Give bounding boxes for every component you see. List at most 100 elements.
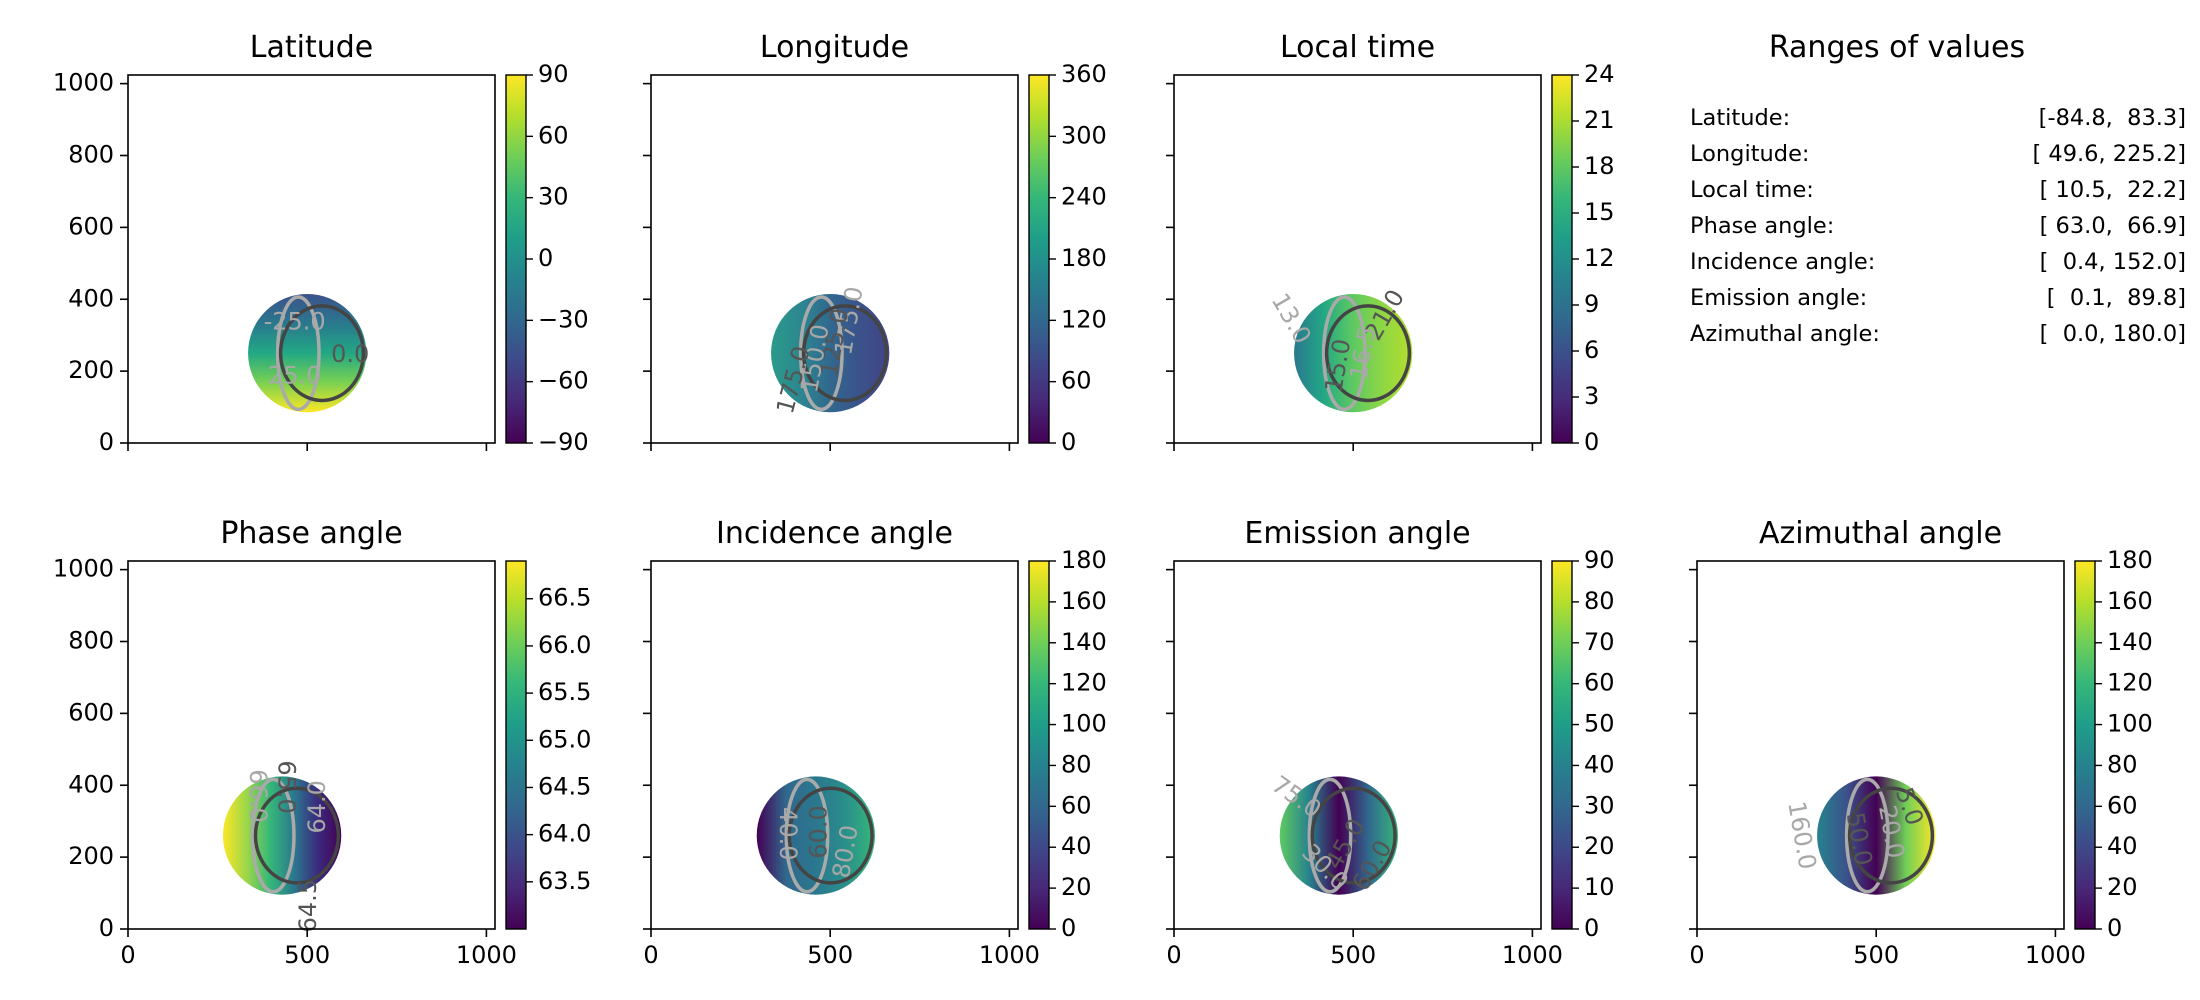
colorbar-tick-label: 90	[538, 60, 569, 88]
colorbar-tick-label: 70	[1584, 628, 1615, 656]
colorbar-tick-label: 0	[1584, 914, 1599, 942]
x-tick-label: 0	[643, 941, 658, 969]
contour-line	[1307, 777, 1353, 894]
subplot-title: Longitude	[760, 30, 909, 65]
axes-frame	[127, 74, 496, 444]
subplot-title: Emission angle	[1244, 516, 1470, 551]
contour-line	[801, 304, 889, 403]
contour-line	[250, 777, 296, 894]
y-tick-label: 0	[99, 428, 114, 456]
colorbar	[505, 74, 527, 444]
colorbar-tick-label: 80	[1061, 750, 1092, 778]
contour-label: 25.0	[268, 362, 321, 390]
colorbar-tick-label: 66.0	[538, 631, 591, 659]
range-label: Azimuthal angle:	[1690, 321, 1880, 347]
axes-frame	[1696, 560, 2065, 930]
colorbar-tick-label: 10	[1584, 873, 1615, 901]
colorbar-tick-label: 30	[538, 183, 569, 211]
x-tick-label: 1000	[1502, 941, 1563, 969]
subplot-title: Azimuthal angle	[1759, 516, 2002, 551]
range-label: Local time:	[1690, 177, 1814, 203]
colorbar-tick-label: 6	[1584, 336, 1599, 364]
range-value: [ 0.4, 152.0]	[2040, 249, 2186, 275]
contour-line	[1324, 304, 1412, 403]
colorbar-tick-label: 9	[1584, 290, 1599, 318]
planet-disk	[248, 294, 367, 413]
contour-label: -25.0	[264, 308, 326, 336]
contour-label: 160.0	[1782, 799, 1822, 872]
y-tick-label: 600	[68, 212, 114, 240]
range-value: [ 10.5, 22.2]	[2040, 177, 2186, 203]
x-tick-label: 0	[120, 941, 135, 969]
colorbar-tick-label: 120	[2107, 669, 2153, 697]
colorbar-tick-label: 40	[1584, 750, 1615, 778]
colorbar-tick-label: 65.5	[538, 678, 591, 706]
planet-disk	[756, 776, 875, 895]
y-tick-label: 800	[68, 141, 114, 169]
colorbar-tick-label: 40	[1061, 832, 1092, 860]
colorbar-tick-label: 12	[1584, 244, 1615, 272]
y-tick-label: 800	[68, 627, 114, 655]
colorbar-tick-label: −90	[538, 428, 589, 456]
colorbar-tick-label: 180	[1061, 546, 1107, 574]
colorbar-tick-label: 3	[1584, 382, 1599, 410]
contour-label: 60.0	[804, 805, 832, 858]
colorbar-tick-label: 18	[1584, 152, 1615, 180]
y-tick-label: 1000	[53, 555, 114, 583]
axes-frame	[1173, 74, 1542, 444]
colorbar	[505, 560, 527, 930]
colorbar-tick-label: −60	[538, 367, 589, 395]
planet-disk	[222, 776, 342, 895]
colorbar	[2074, 560, 2096, 930]
colorbar-tick-label: 360	[1061, 60, 1107, 88]
range-value: [ 63.0, 66.9]	[2040, 213, 2186, 239]
colorbar-tick-label: 40	[2107, 832, 2138, 860]
colorbar-tick-label: 60	[1061, 791, 1092, 819]
colorbar-tick-label: 160	[2107, 587, 2153, 615]
range-label: Incidence angle:	[1690, 249, 1875, 275]
contour-line	[1321, 295, 1367, 412]
x-tick-label: 500	[1853, 941, 1899, 969]
colorbar-tick-label: 60	[2107, 791, 2138, 819]
colorbar	[1028, 74, 1050, 444]
axes-frame	[127, 560, 496, 930]
colorbar-tick-label: 140	[1061, 628, 1107, 656]
x-tick-label: 0	[1689, 941, 1704, 969]
subplot-title: Latitude	[250, 30, 373, 65]
x-tick-label: 1000	[979, 941, 1040, 969]
colorbar-tick-label: 60	[1584, 669, 1615, 697]
colorbar-tick-label: 64.0	[538, 820, 591, 848]
colorbar-tick-label: 30	[1584, 791, 1615, 819]
colorbar-tick-label: 180	[1061, 244, 1107, 272]
colorbar-tick-label: 180	[2107, 546, 2153, 574]
y-tick-label: 1000	[53, 69, 114, 97]
colorbar-tick-label: 20	[1584, 832, 1615, 860]
colorbar-tick-label: 80	[1584, 587, 1615, 615]
planet-disk	[1294, 294, 1413, 413]
contour-label: 64.5	[294, 879, 322, 932]
range-label: Emission angle:	[1690, 285, 1867, 311]
x-tick-label: 500	[1330, 941, 1376, 969]
x-tick-label: 500	[807, 941, 853, 969]
planet-disk	[771, 294, 890, 413]
contour-line	[278, 304, 366, 403]
subplot-title: Incidence angle	[716, 516, 953, 551]
contour-label: 40.0	[774, 807, 802, 860]
colorbar-tick-label: 66.5	[538, 584, 591, 612]
y-tick-label: 600	[68, 698, 114, 726]
contour-label: 65.0	[273, 760, 301, 813]
subplot-title: Ranges of values	[1769, 30, 2025, 65]
y-tick-label: 400	[68, 284, 114, 312]
colorbar-tick-label: 63.5	[538, 867, 591, 895]
contour-line	[787, 786, 874, 885]
planet-disk	[1817, 776, 1936, 895]
colorbar-tick-label: 24	[1584, 60, 1615, 88]
x-tick-label: 1000	[2025, 941, 2086, 969]
y-tick-label: 400	[68, 770, 114, 798]
colorbar-tick-label: 64.5	[538, 772, 591, 800]
contour-line	[275, 295, 321, 412]
colorbar	[1028, 560, 1050, 930]
